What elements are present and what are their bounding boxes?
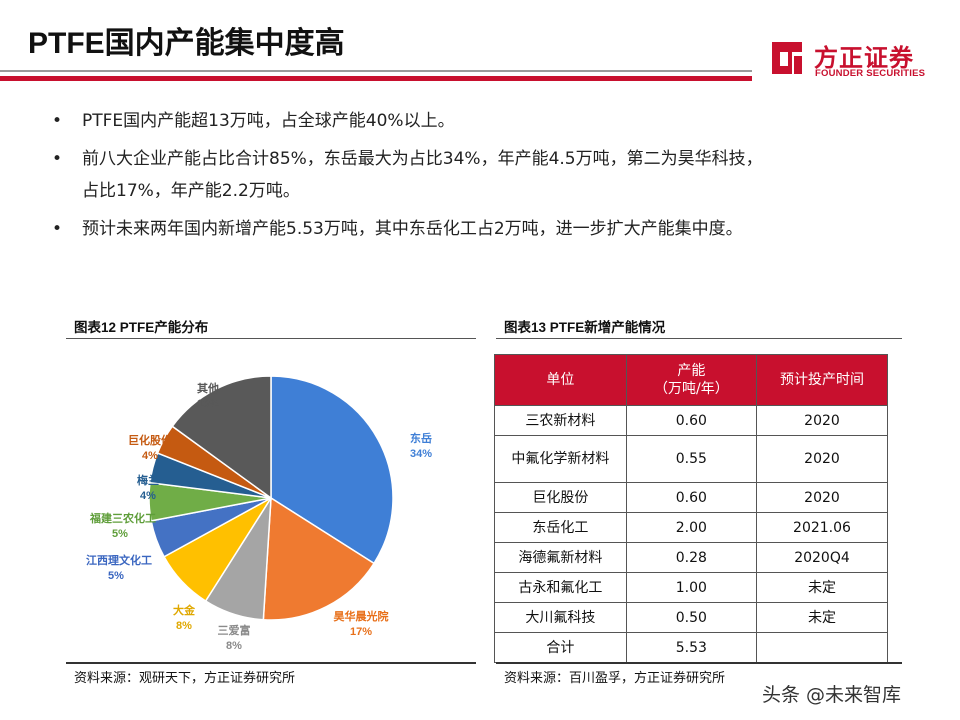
table-cell: 巨化股份 bbox=[494, 482, 627, 513]
table-cell: 三农新材料 bbox=[494, 405, 627, 436]
bullet-marker: • bbox=[52, 111, 63, 131]
pie-slice-value: 8% bbox=[226, 640, 242, 652]
pie-slice-value: 15% bbox=[196, 398, 220, 410]
bullet-marker: • bbox=[52, 219, 63, 239]
pie-slice-value: 4% bbox=[142, 450, 158, 462]
pie-slice-label: 巨化股份 4% bbox=[120, 434, 180, 464]
pie-slice-name: 其他 bbox=[197, 383, 219, 395]
table-cell: 2020 bbox=[755, 482, 889, 513]
table-cell: 古永和氟化工 bbox=[494, 572, 627, 603]
pie-slice-value: 5% bbox=[108, 570, 124, 582]
table-row: 海德氟新材料 0.28 2020Q4 bbox=[494, 542, 889, 573]
table-cell: 大川氟科技 bbox=[494, 602, 627, 633]
figure12-caption-rule bbox=[66, 338, 476, 339]
table-row: 合计 5.53 bbox=[494, 632, 889, 663]
table-cell: 0.28 bbox=[625, 542, 757, 573]
logo-english-text: FOUNDER SECURITIES bbox=[815, 68, 926, 79]
bullet-item: • 前八大企业产能占比合计85%，东岳最大为占比34%，年产能4.5万吨，第二为… bbox=[52, 146, 922, 204]
figure12-caption: 图表12 PTFE产能分布 bbox=[74, 320, 209, 335]
pie-slice-label: 三爱富 8% bbox=[204, 624, 264, 654]
table-cell: 合计 bbox=[494, 632, 627, 663]
table-row: 三农新材料 0.60 2020 bbox=[494, 405, 889, 436]
table-cell: 中氟化学新材料 bbox=[494, 435, 627, 483]
pie-slice-name: 东岳 bbox=[410, 433, 432, 445]
pie-slice-name: 三爱富 bbox=[217, 625, 251, 637]
pie-slice-label: 福建三农化工 5% bbox=[90, 512, 156, 542]
watermark-backdrop bbox=[758, 676, 958, 710]
title-underline-red bbox=[0, 76, 752, 81]
table-cell: 1.00 bbox=[625, 572, 757, 603]
pie-chart: 东岳 34% 昊华晨光院 17% 三爱富 8% 大金 8% 江西理文化工 5% 福建三农化工 5% 梅兰… bbox=[66, 342, 476, 660]
pie-slice-name: 巨化股份 bbox=[128, 435, 172, 447]
table-cell: 未定 bbox=[755, 602, 889, 633]
figure12-source-rule bbox=[66, 662, 476, 664]
table-cell: 5.53 bbox=[625, 632, 757, 663]
pie-slice-value: 34% bbox=[409, 448, 433, 460]
pie-slice-value: 17% bbox=[349, 626, 373, 638]
table-row: 中氟化学新材料 0.55 2020 bbox=[494, 435, 889, 483]
table-header-cell: 产能 （万吨/年） bbox=[625, 354, 757, 406]
new-capacity-table: 单位 产能 （万吨/年） 预计投产时间 三农新材料 0.60 2020 中氟化学新材料… bbox=[494, 354, 889, 663]
table-cell: 0.60 bbox=[625, 482, 757, 513]
bullet-text: 预计未来两年国内新增产能5.53万吨，其中东岳化工占2万吨，进一步扩大产能集中度… bbox=[82, 219, 743, 239]
logo-chinese-text: 方正证券 bbox=[814, 44, 914, 72]
figure12-source: 资料来源：观研天下，方正证券研究所 bbox=[74, 671, 296, 686]
table-row: 巨化股份 0.60 2020 bbox=[494, 482, 889, 513]
table-cell: 2020 bbox=[755, 405, 889, 436]
figure13-caption-rule bbox=[496, 338, 902, 339]
table-cell: 2020Q4 bbox=[755, 542, 889, 573]
table-cell: 0.55 bbox=[625, 435, 757, 483]
table-cell: 东岳化工 bbox=[494, 512, 627, 543]
bullet-marker: • bbox=[52, 149, 63, 169]
pie-slice-value: 8% bbox=[176, 620, 192, 632]
figure13-source-rule bbox=[496, 662, 902, 664]
table-cell: 2021.06 bbox=[755, 512, 889, 543]
pie-slice-name: 福建三农化工 bbox=[90, 513, 156, 525]
pie-slice bbox=[171, 375, 272, 500]
bullet-item: • 预计未来两年国内新增产能5.53万吨，其中东岳化工占2万吨，进一步扩大产能集… bbox=[52, 216, 922, 242]
bullet-item: • PTFE国内产能超13万吨，占全球产能40%以上。 bbox=[52, 108, 922, 134]
pie-slice-label: 东岳 34% bbox=[391, 432, 451, 462]
founder-logo-icon bbox=[772, 42, 802, 74]
table-cell: 0.50 bbox=[625, 602, 757, 633]
table-row: 东岳化工 2.00 2021.06 bbox=[494, 512, 889, 543]
figure13-caption: 图表13 PTFE新增产能情况 bbox=[504, 320, 666, 335]
pie-slice bbox=[262, 496, 376, 621]
watermark-text: 头条 @未来智库 bbox=[762, 684, 902, 706]
table-header-cell: 预计投产时间 bbox=[755, 354, 889, 406]
page-title: PTFE国内产能集中度高 bbox=[28, 27, 345, 60]
figure13-source: 资料来源：百川盈孚，方正证券研究所 bbox=[504, 671, 726, 686]
table-cell: 2020 bbox=[755, 435, 889, 483]
table-cell bbox=[755, 632, 889, 663]
table-header-cell: 单位 bbox=[494, 354, 627, 406]
pie-slice-name: 大金 bbox=[173, 605, 195, 617]
table-row: 大川氟科技 0.50 未定 bbox=[494, 602, 889, 633]
bullet-list: • PTFE国内产能超13万吨，占全球产能40%以上。 • 前八大企业产能占比合… bbox=[52, 108, 922, 254]
pie-slice-label: 昊华晨光院 17% bbox=[331, 610, 391, 640]
pie-slice-name: 昊华晨光院 bbox=[333, 611, 389, 623]
table-header-row: 单位 产能 （万吨/年） 预计投产时间 bbox=[494, 354, 889, 406]
bullet-text: PTFE国内产能超13万吨，占全球产能40%以上。 bbox=[82, 111, 455, 131]
pie-slice-label: 梅兰 4% bbox=[118, 474, 178, 504]
table-cell: 未定 bbox=[755, 572, 889, 603]
pie-chart-svg bbox=[148, 375, 394, 621]
pie-slice-label: 其他 15% bbox=[178, 382, 238, 412]
bullet-text-continued: 占比17%，年产能2.2万吨。 bbox=[82, 181, 300, 201]
pie-slice-name: 梅兰 bbox=[137, 475, 159, 487]
table-cell: 0.60 bbox=[625, 405, 757, 436]
pie-slice-value: 4% bbox=[140, 490, 156, 502]
table-cell: 2.00 bbox=[625, 512, 757, 543]
title-underline-gray bbox=[0, 70, 752, 72]
company-logo: 方正证券 FOUNDER SECURITIES bbox=[768, 38, 938, 82]
bullet-text: 前八大企业产能占比合计85%，东岳最大为占比34%，年产能4.5万吨，第二为昊华… bbox=[82, 149, 763, 169]
pie-slice-name: 江西理文化工 bbox=[86, 555, 152, 567]
pie-slice-value: 5% bbox=[112, 528, 128, 540]
pie-slice-label: 大金 8% bbox=[154, 604, 214, 634]
table-cell: 海德氟新材料 bbox=[494, 542, 627, 573]
table-row: 古永和氟化工 1.00 未定 bbox=[494, 572, 889, 603]
pie-slice-label: 江西理文化工 5% bbox=[86, 554, 152, 584]
